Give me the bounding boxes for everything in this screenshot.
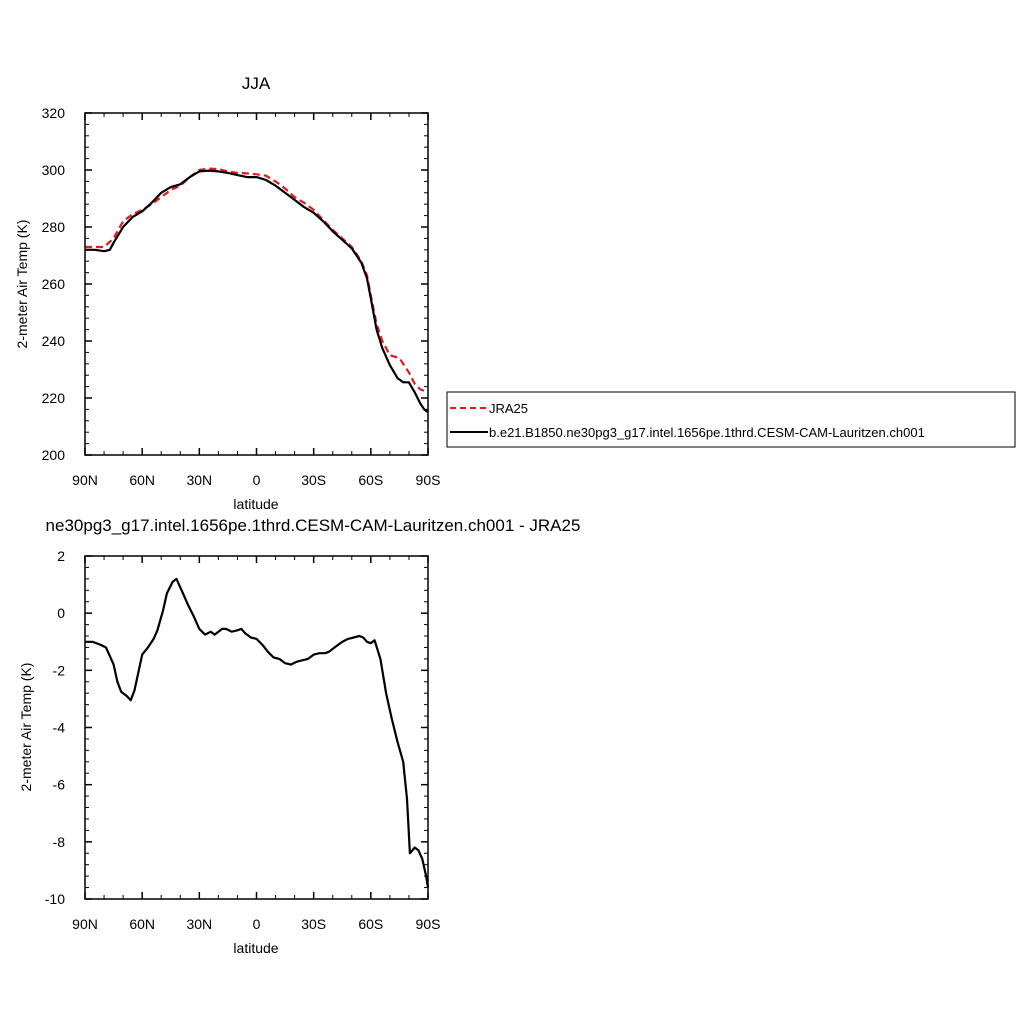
y-tick-label: -2	[53, 662, 66, 678]
legend-box	[446, 391, 1016, 448]
top-panel: JJA 90N 60N 30N 0 30S 60S 90S 200 220 240 260 280 30…	[14, 74, 440, 512]
bottom-series-layer	[85, 577, 430, 888]
top-ticks	[84, 112, 429, 456]
series-line-0	[85, 577, 430, 888]
x-tick-label: 90N	[72, 472, 98, 488]
series-line-1	[85, 169, 429, 414]
x-tick-label: 60N	[129, 472, 155, 488]
legend-label-jra25: JRA25	[489, 401, 528, 416]
y-tick-label: 220	[42, 390, 66, 406]
legend: JRA25 b.e21.B1850.ne30pg3_g17.intel.1656…	[446, 391, 1016, 448]
y-tick-label: 200	[42, 447, 66, 463]
y-tick-label: 320	[42, 105, 66, 121]
x-tick-label: 0	[253, 916, 261, 932]
y-tick-label: 260	[42, 276, 66, 292]
x-tick-label: 90S	[416, 916, 441, 932]
top-plot-frame	[84, 112, 429, 456]
y-tick-label: 280	[42, 219, 66, 235]
y-tick-label: -8	[53, 834, 66, 850]
top-series-layer	[85, 167, 429, 414]
y-tick-label: -10	[45, 891, 65, 907]
bottom-panel: ne30pg3_g17.intel.1656pe.1thrd.CESM-CAM-…	[18, 516, 580, 956]
bottom-panel-title: ne30pg3_g17.intel.1656pe.1thrd.CESM-CAM-…	[46, 516, 581, 535]
top-x-axis-title: latitude	[233, 496, 278, 512]
x-tick-label: 90S	[416, 472, 441, 488]
x-tick-label: 30S	[301, 916, 326, 932]
legend-label-model: b.e21.B1850.ne30pg3_g17.intel.1656pe.1th…	[489, 425, 925, 440]
x-tick-label: 30N	[186, 916, 212, 932]
x-tick-label: 90N	[72, 916, 98, 932]
bottom-x-axis-title: latitude	[233, 940, 278, 956]
x-tick-label: 30S	[301, 472, 326, 488]
x-tick-label: 60N	[129, 916, 155, 932]
y-tick-label: 0	[57, 605, 65, 621]
x-tick-label: 60S	[358, 916, 383, 932]
x-tick-label: 0	[253, 472, 261, 488]
bottom-tick-labels: 90N 60N 30N 0 30S 60S 90S -10 -8 -6 -4 -2 0 2	[45, 548, 441, 932]
y-tick-label: -6	[53, 777, 66, 793]
top-panel-title: JJA	[242, 74, 271, 93]
y-tick-label: 240	[42, 333, 66, 349]
top-tick-labels: 90N 60N 30N 0 30S 60S 90S 200 220 240 260 280 300 320	[42, 105, 441, 488]
top-y-axis-title: 2-meter Air Temp (K)	[14, 220, 30, 349]
bottom-y-axis-title: 2-meter Air Temp (K)	[18, 663, 34, 792]
x-tick-label: 30N	[186, 472, 212, 488]
bottom-ticks	[84, 555, 429, 900]
y-tick-label: 2	[57, 548, 65, 564]
y-tick-label: 300	[42, 162, 66, 178]
series-line-0	[85, 167, 429, 394]
y-tick-label: -4	[53, 720, 66, 736]
x-tick-label: 60S	[358, 472, 383, 488]
bottom-plot-frame	[84, 555, 429, 900]
